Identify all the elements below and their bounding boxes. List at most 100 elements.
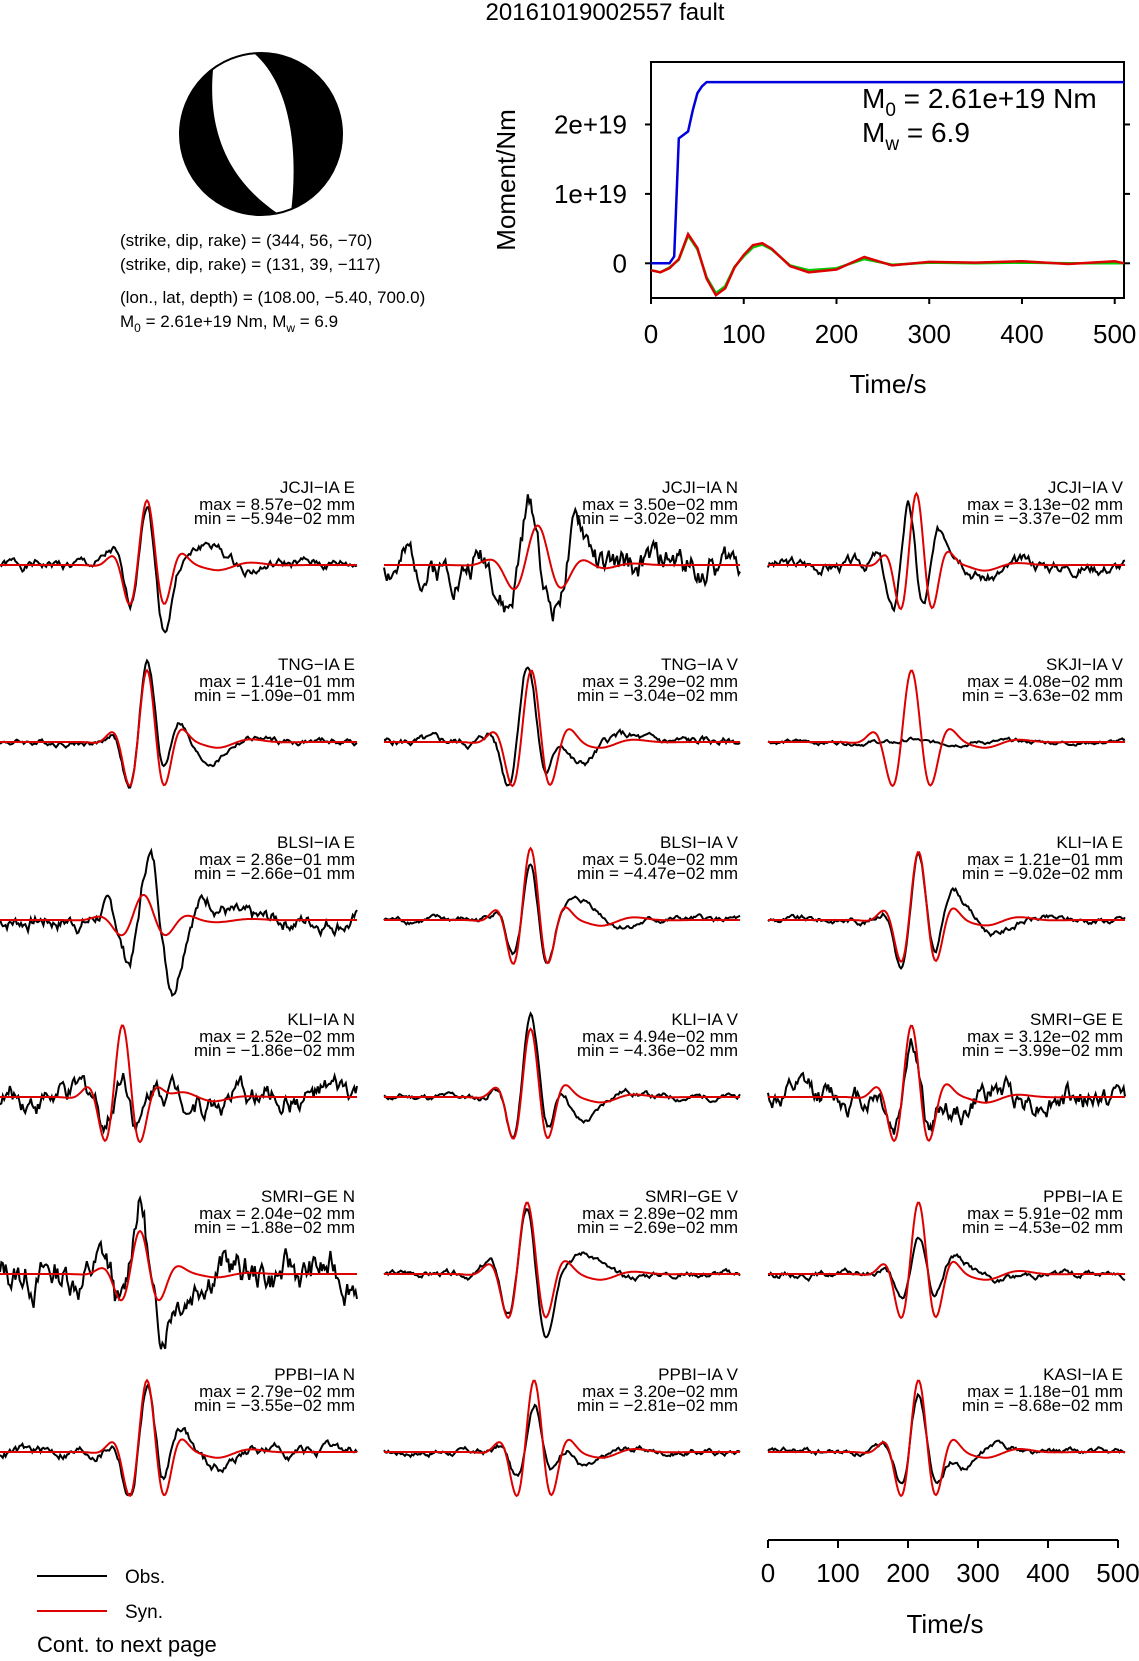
moment-xtick-label: 500 [1093, 319, 1136, 349]
moment-xtick-label: 300 [908, 319, 951, 349]
synthetic-trace [384, 524, 740, 591]
station-min: min = −3.37e−02 mm [962, 509, 1123, 528]
station-max: max = 3.12e−02 mm [967, 1027, 1123, 1046]
station-max: max = 8.57e−02 mm [199, 495, 355, 514]
moment-xtick-label: 400 [1000, 319, 1043, 349]
moment-ytick-label: 2e+19 [554, 109, 627, 139]
observed-trace [0, 1194, 358, 1350]
synthetic-trace [384, 846, 740, 965]
synthetic-trace [768, 1379, 1125, 1498]
station-label: PPBI−IA E [1043, 1187, 1123, 1206]
station-max: max = 5.04e−02 mm [582, 850, 738, 869]
observed-trace [0, 505, 358, 634]
station-min: min = −3.55e−02 mm [194, 1396, 355, 1415]
station-label: PPBI−IA V [658, 1365, 739, 1384]
observed-trace [767, 500, 1126, 613]
observed-trace [383, 494, 741, 622]
station-max: max = 3.13e−02 mm [967, 495, 1123, 514]
legend: Obs. Syn. [37, 1567, 165, 1623]
legend-syn-label: Syn. [125, 1602, 163, 1623]
station-label: JCJI−IA E [280, 478, 355, 497]
station-max: max = 2.04e−02 mm [199, 1204, 355, 1223]
station-label: JCJI−IA V [1048, 478, 1124, 497]
observed-trace [767, 1038, 1126, 1135]
synthetic-trace [768, 491, 1125, 611]
station-label: KLI−IA N [287, 1010, 355, 1029]
station-label: JCJI−IA N [662, 478, 738, 497]
synthetic-trace [0, 1378, 357, 1497]
waveform-xtick-label: 0 [761, 1558, 775, 1588]
station-min: min = −4.47e−02 mm [577, 864, 738, 883]
observed-trace [0, 1071, 358, 1135]
station-min: min = −1.88e−02 mm [194, 1218, 355, 1237]
station-max: max = 2.86e−01 mm [199, 850, 355, 869]
moment-ytick-label: 0 [613, 248, 627, 278]
station-label: SKJI−IA V [1046, 655, 1124, 674]
mechanism-line-1: (strike, dip, rake) = (344, 56, −70) [120, 231, 372, 250]
moment-ylabel: Moment/Nm [491, 109, 521, 251]
station-max: max = 1.18e−01 mm [967, 1382, 1123, 1401]
synthetic-trace [0, 894, 357, 937]
station-min: min = −2.69e−02 mm [577, 1218, 738, 1237]
station-label: TNG−IA E [278, 655, 355, 674]
observed-trace [383, 1403, 741, 1478]
waveform-xtick-label: 400 [1026, 1558, 1069, 1588]
station-min: min = −2.66e−01 mm [194, 864, 355, 883]
station-min: min = −3.04e−02 mm [577, 686, 738, 705]
station-min: min = −9.02e−02 mm [962, 864, 1123, 883]
station-label: SMRI−GE V [645, 1187, 739, 1206]
waveform-xtick-label: 100 [816, 1558, 859, 1588]
synthetic-trace [768, 1024, 1125, 1143]
synthetic-trace [384, 1027, 740, 1140]
waveform-time-axis: 0 100 200 300 400 500 [761, 1539, 1139, 1588]
observed-trace [383, 666, 741, 787]
station-min: min = −3.63e−02 mm [962, 686, 1123, 705]
focal-mechanism-beachball [179, 52, 343, 216]
synthetic-trace [384, 1379, 740, 1498]
station-max: max = 1.41e−01 mm [199, 672, 355, 691]
station-max: max = 2.89e−02 mm [582, 1204, 738, 1223]
station-max: max = 1.21e−01 mm [967, 850, 1123, 869]
station-label: BLSI−IA E [277, 833, 355, 852]
synthetic-trace [768, 669, 1125, 788]
figure-title: 20161019002557 fault [486, 0, 725, 26]
station-min: min = −4.53e−02 mm [962, 1218, 1123, 1237]
station-max: max = 3.20e−02 mm [582, 1382, 738, 1401]
station-label: KLI−IA V [671, 1010, 738, 1029]
observed-trace [767, 1236, 1126, 1300]
synthetic-trace [0, 498, 357, 606]
station-label: BLSI−IA V [660, 833, 739, 852]
moment-series-0 [651, 80, 1124, 265]
waveform-xtick-label: 500 [1096, 1558, 1139, 1588]
synthetic-trace [0, 1024, 357, 1144]
waveform-xtick-label: 200 [886, 1558, 929, 1588]
moment-xtick-label: 200 [815, 319, 858, 349]
station-label: SMRI−GE N [261, 1187, 355, 1206]
station-min: min = −1.86e−02 mm [194, 1041, 355, 1060]
mechanism-line-2: (strike, dip, rake) = (131, 39, −117) [120, 255, 380, 274]
station-min: min = −3.99e−02 mm [962, 1041, 1123, 1060]
synthetic-trace [768, 851, 1125, 964]
mechanism-line-4: M0 = 2.61e+19 Nm, Mw = 6.9 [120, 312, 338, 335]
moment-ytick-label: 1e+19 [554, 179, 627, 209]
station-max: max = 3.29e−02 mm [582, 672, 738, 691]
station-max: max = 2.79e−02 mm [199, 1382, 355, 1401]
legend-obs-label: Obs. [125, 1567, 165, 1588]
footer-continue: Cont. to next page [37, 1632, 217, 1657]
observed-trace [383, 1011, 741, 1139]
moment-xtick-label: 100 [722, 319, 765, 349]
station-max: max = 3.50e−02 mm [582, 495, 738, 514]
